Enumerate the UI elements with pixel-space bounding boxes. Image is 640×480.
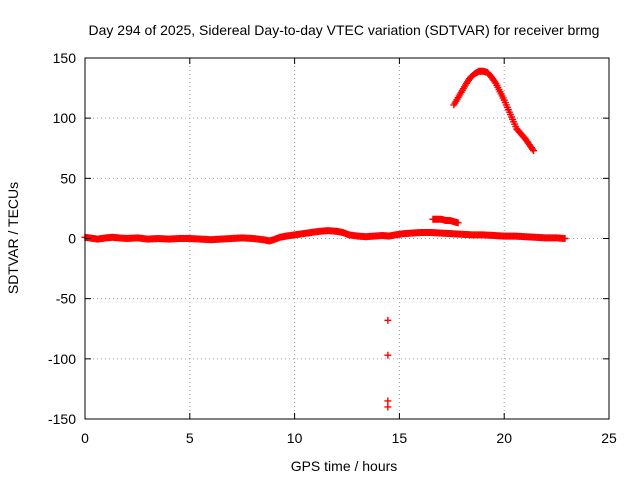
series-baseline [81,227,569,245]
data-point [530,147,538,155]
x-tick-label: 25 [601,430,617,446]
x-tick-label: 20 [496,430,512,446]
data-point [491,78,499,86]
y-tick-label: 150 [53,50,77,66]
y-tick-label: 50 [60,170,76,186]
x-tick-label: 10 [287,430,303,446]
x-tick-label: 0 [81,430,89,446]
series-upper-arc [450,67,538,155]
data-point [384,351,392,359]
data-point [528,145,536,153]
data-point [454,219,462,227]
data-point [384,397,392,405]
axis-ticks: 0 5 10 15 20 25 -150 -100 -50 0 50 100 150 [48,50,617,446]
data-point [561,235,569,242]
x-tick-label: 5 [186,430,194,446]
y-tick-label: -100 [48,351,76,367]
data-point [384,316,392,324]
x-tick-label: 15 [392,430,408,446]
y-tick-label: 100 [53,110,77,126]
data-series [81,67,569,411]
chart-title: Day 294 of 2025, Sidereal Day-to-day VTE… [89,22,600,38]
series-short-arc [429,215,462,227]
x-axis-label: GPS time / hours [291,458,398,474]
series-outliers [384,316,392,411]
data-point [384,403,392,411]
y-tick-label: 0 [68,231,76,247]
y-axis-label: SDTVAR / TECUs [5,182,21,294]
y-tick-label: -150 [48,411,76,427]
y-tick-label: -50 [56,291,76,307]
